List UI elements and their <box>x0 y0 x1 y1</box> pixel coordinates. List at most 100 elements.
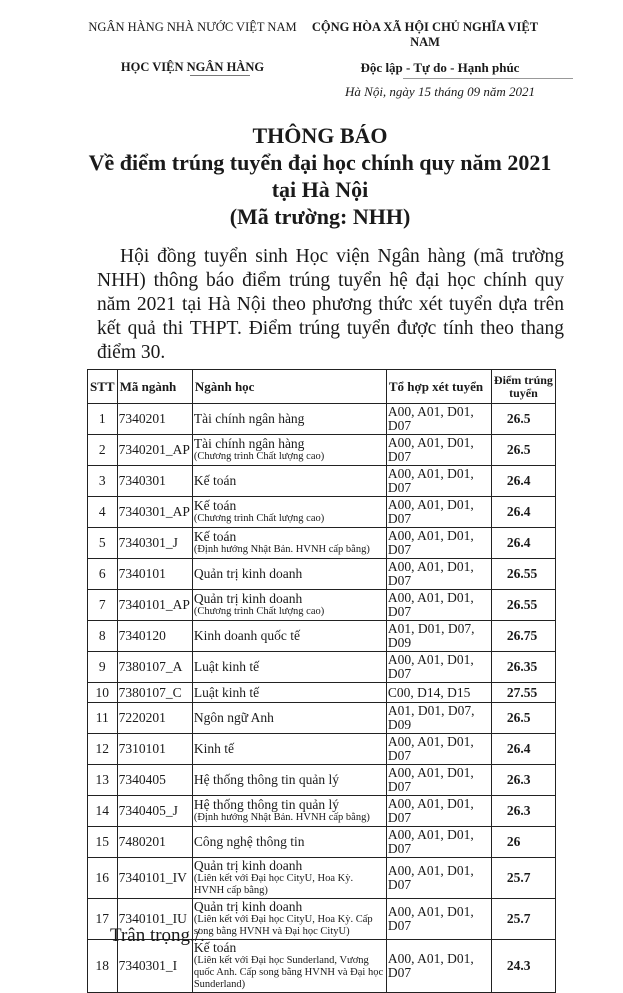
major-name-cell: Kế toán (Định hướng Nhật Bản. HVNH cấp bằ… <box>191 527 387 559</box>
subject-combination: A00, A01, D01, D07 <box>385 826 492 858</box>
major-name: Luật kinh tế <box>193 659 260 674</box>
country-name: CỘNG HÒA XÃ HỘI CHỦ NGHĨA VIỆT NAM <box>311 20 539 49</box>
column-header-major: Ngành học <box>191 369 387 404</box>
table-row: 13 7340405 Hệ thống thông tin quản lý A00, … <box>87 764 557 796</box>
major-note: (Chương trình Chất lượng cao) <box>193 606 325 617</box>
body-paragraph: Hội đồng tuyển sinh Học viện Ngân hàng (… <box>97 246 564 363</box>
subject-combination: A00, A01, D01, D07 <box>385 403 492 435</box>
admission-score: 26 <box>490 826 557 858</box>
row-number: 17 <box>87 898 118 940</box>
divider <box>403 78 573 79</box>
table-header-row: STT Mã ngành Ngành học Tổ hợp xét tuyển … <box>87 369 557 404</box>
major-name: Hệ thống thông tin quản lý <box>193 797 339 812</box>
row-number: 2 <box>87 434 118 466</box>
major-code: 7340201 <box>116 403 193 435</box>
major-code: 7220201 <box>116 702 193 734</box>
major-name: Công nghệ thông tin <box>193 834 305 849</box>
row-number: 15 <box>87 826 118 858</box>
admission-score: 26.3 <box>490 795 557 827</box>
admission-score: 26.5 <box>490 434 557 466</box>
subject-combination: C00, D14, D15 <box>385 682 492 703</box>
major-note: (Chương trình Chất lượng cao) <box>193 513 325 524</box>
row-number: 9 <box>87 651 118 683</box>
closing: Trân trọng./. <box>110 925 205 946</box>
major-code: 7340405_J <box>116 795 193 827</box>
table-row: 18 7340301_I Kế toán (Liên kết với Đại học … <box>87 939 557 993</box>
admission-score: 26.3 <box>490 764 557 796</box>
subject-combination: A00, A01, D01, D07 <box>385 558 492 590</box>
major-name: Quản trị kinh doanh <box>193 566 303 581</box>
table-row: 1 7340201 Tài chính ngân hàng A00, A01, D01… <box>87 403 557 435</box>
major-name: Ngôn ngữ Anh <box>193 710 274 725</box>
major-name-cell: Tài chính ngân hàng (Chương trình Chất lư… <box>191 434 387 466</box>
column-header-combo: Tổ hợp xét tuyển <box>385 369 492 404</box>
subject-combination: A00, A01, D01, D07 <box>385 527 492 559</box>
title-line: tại Hà Nội <box>271 177 369 202</box>
subject-combination: A00, A01, D01, D07 <box>385 733 492 765</box>
major-note: (Liên kết với Đại học CityU, Hoa Kỳ. HVN… <box>193 873 354 896</box>
table-row: 9 7380107_A Luật kinh tế A00, A01, D01, D07… <box>87 651 557 683</box>
major-name-cell: Luật kinh tế <box>191 651 387 683</box>
major-code: 7340301 <box>116 465 193 497</box>
major-name-cell: Tài chính ngân hàng <box>191 403 387 435</box>
subject-combination: A00, A01, D01, D07 <box>385 939 492 993</box>
major-note: (Chương trình Chất lượng cao) <box>193 451 325 462</box>
major-name-cell: Kế toán <box>191 465 387 497</box>
major-note: (Định hướng Nhật Bản. HVNH cấp bằng) <box>193 544 370 555</box>
major-name: Kinh tế <box>193 741 234 756</box>
table-row: 10 7380107_C Luật kinh tế C00, D14, D15 27.5… <box>87 682 557 703</box>
subject-combination: A00, A01, D01, D07 <box>385 651 492 683</box>
major-note: (Liên kết với Đại học Sunderland, Vương … <box>193 955 384 990</box>
row-number: 12 <box>87 733 118 765</box>
row-number: 7 <box>87 589 118 621</box>
admission-score: 25.7 <box>490 857 557 899</box>
table-row: 16 7340101_IV Quản trị kinh doanh (Liên kết… <box>87 857 557 899</box>
admission-score: 26.4 <box>490 496 557 528</box>
major-code: 7340301_AP <box>116 496 193 528</box>
table-row: 4 7340301_AP Kế toán (Chương trình Chất lượ… <box>87 496 557 528</box>
row-number: 18 <box>87 939 118 993</box>
major-name-cell: Quản trị kinh doanh <box>191 558 387 590</box>
subject-combination: A00, A01, D01, D07 <box>385 857 492 899</box>
major-code: 7340301_J <box>116 527 193 559</box>
admission-score: 26.35 <box>490 651 557 683</box>
row-number: 16 <box>87 857 118 899</box>
title-line: Về điểm trúng tuyển đại học chính quy nă… <box>88 150 552 175</box>
admission-score: 25.7 <box>490 898 557 940</box>
subject-combination: A00, A01, D01, D07 <box>385 434 492 466</box>
row-number: 8 <box>87 620 118 652</box>
organization: HỌC VIỆN NGÂN HÀNG <box>120 60 265 74</box>
major-name: Luật kinh tế <box>193 684 260 700</box>
row-number: 3 <box>87 465 118 497</box>
subject-combination: A01, D01, D07, D09 <box>385 702 492 734</box>
major-name-cell: Kinh doanh quốc tế <box>191 620 387 652</box>
major-name: Kế toán <box>193 529 237 544</box>
major-code: 7480201 <box>116 826 193 858</box>
title-line: THÔNG BÁO <box>252 123 388 148</box>
major-name: Quản trị kinh doanh <box>193 591 303 606</box>
major-note: (Liên kết với Đại học CityU, Hoa Kỳ. Cấp… <box>193 914 373 937</box>
admission-score: 27.55 <box>490 682 557 703</box>
major-name: Kế toán <box>193 498 237 513</box>
major-name-cell: Kế toán (Liên kết với Đại học Sunderland,… <box>191 939 387 993</box>
row-number: 4 <box>87 496 118 528</box>
major-note: (Định hướng Nhật Bản. HVNH cấp bằng) <box>193 812 370 823</box>
row-number: 6 <box>87 558 118 590</box>
major-code: 7380107_C <box>116 682 193 703</box>
major-name-cell: Quản trị kinh doanh (Liên kết với Đại học… <box>191 898 387 940</box>
subject-combination: A01, D01, D07, D09 <box>385 620 492 652</box>
major-name-cell: Công nghệ thông tin <box>191 826 387 858</box>
table-row: 11 7220201 Ngôn ngữ Anh A01, D01, D07, D09 2… <box>87 702 557 734</box>
column-header-stt: STT <box>87 369 118 404</box>
row-number: 13 <box>87 764 118 796</box>
major-code: 7340301_I <box>116 939 193 993</box>
major-code: 7380107_A <box>116 651 193 683</box>
major-name-cell: Hệ thống thông tin quản lý <box>191 764 387 796</box>
table-row: 7 7340101_AP Quản trị kinh doanh (Chương tr… <box>87 589 557 621</box>
major-name: Tài chính ngân hàng <box>193 436 305 451</box>
divider <box>190 75 250 76</box>
major-name-cell: Quản trị kinh doanh (Chương trình Chất lư… <box>191 589 387 621</box>
table-row: 3 7340301 Kế toán A00, A01, D01, D07 26.4 <box>87 465 557 497</box>
table-row: 8 7340120 Kinh doanh quốc tế A01, D01, D07,… <box>87 620 557 652</box>
major-code: 7340101_AP <box>116 589 193 621</box>
